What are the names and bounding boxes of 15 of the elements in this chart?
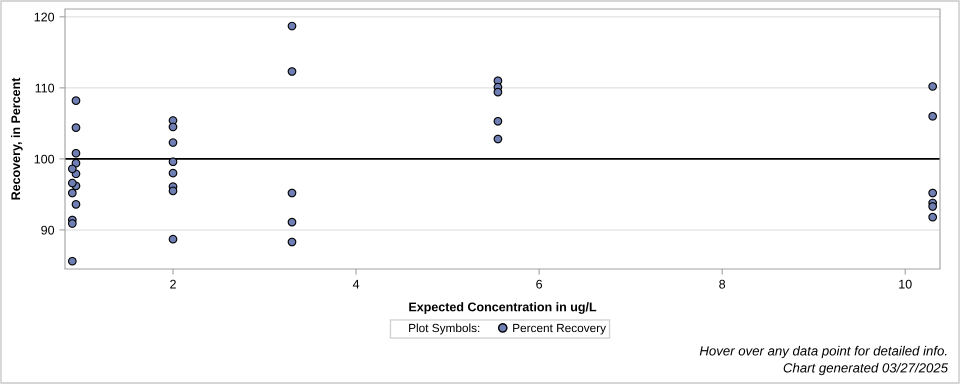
y-tick-label: 110 [36, 84, 54, 93]
x-tick-label: 6 [536, 280, 542, 289]
y-tick-label: 100 [34, 154, 54, 164]
legend-label: Percent Recovery [513, 324, 606, 334]
text: Chart generated 03/27/2025 [784, 362, 948, 376]
y-tick-label: 90 [41, 226, 54, 235]
text: Hover over any data point for detailed info. [700, 346, 946, 358]
y-axis-title: Recovery, in Percent [10, 78, 23, 200]
x-tick-label: 8 [719, 280, 726, 289]
x-tick-label: 4 [352, 280, 360, 288]
x-tick-label: 10 [899, 280, 912, 289]
y-tick-label: 120 [34, 12, 54, 22]
x-axis-title: Expected Concentration in ug/L [409, 302, 596, 314]
legend-title: Plot Symbols: [409, 323, 480, 334]
x-tick-label: 2 [170, 280, 176, 288]
